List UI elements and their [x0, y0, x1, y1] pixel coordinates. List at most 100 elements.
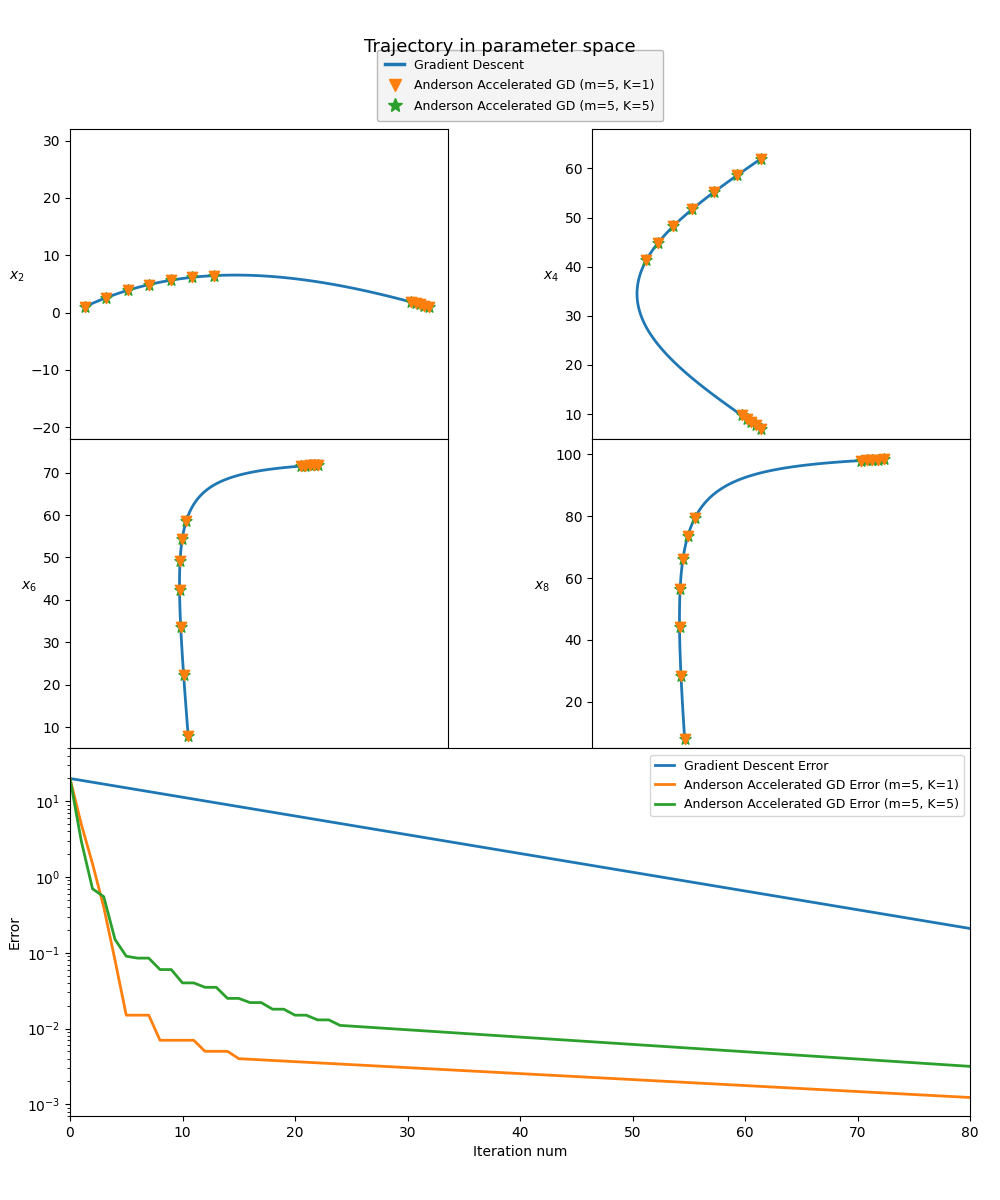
Point: [864, 450, 880, 469]
Point: [876, 450, 892, 469]
Gradient Descent Error: [64, 772, 76, 786]
Point: [176, 665, 192, 684]
Anderson Accelerated GD Error (m=5, K=1): [64, 772, 76, 786]
Gradient Descent Error: [795, 893, 807, 907]
Point: [677, 730, 693, 749]
Anderson Accelerated GD Error (m=5, K=1): [728, 1078, 740, 1092]
Point: [306, 456, 322, 475]
Point: [650, 234, 666, 253]
Point: [176, 665, 192, 684]
Anderson Accelerated GD Error (m=5, K=1): [795, 1081, 807, 1096]
Gradient Descent Error: [728, 882, 740, 896]
Anderson Accelerated GD Error (m=5, K=1): [874, 1086, 886, 1100]
Point: [302, 456, 318, 475]
Point: [172, 581, 188, 600]
Point: [178, 512, 194, 532]
Point: [120, 281, 136, 300]
Point: [687, 508, 703, 527]
Point: [421, 298, 437, 317]
Point: [408, 294, 424, 313]
Point: [876, 450, 892, 469]
Point: [412, 295, 428, 314]
Point: [172, 552, 188, 571]
Point: [672, 617, 688, 636]
Point: [675, 550, 691, 569]
Point: [403, 293, 419, 312]
Point: [297, 456, 313, 475]
Point: [864, 450, 880, 469]
X-axis label: $x_5$: $x_5$: [251, 778, 267, 792]
Point: [206, 266, 222, 286]
Point: [853, 451, 869, 470]
Point: [753, 419, 769, 438]
Point: [178, 512, 194, 532]
Point: [174, 529, 190, 548]
Point: [729, 166, 745, 185]
Point: [141, 275, 157, 294]
Legend: Gradient Descent, Anderson Accelerated GD (m=5, K=1), Anderson Accelerated GD (m: Gradient Descent, Anderson Accelerated G…: [377, 49, 663, 121]
Point: [673, 666, 689, 685]
X-axis label: $x_3$: $x_3$: [773, 468, 789, 482]
Point: [677, 730, 693, 749]
Point: [408, 294, 424, 313]
Point: [184, 268, 200, 287]
Point: [675, 550, 691, 569]
Point: [180, 726, 196, 745]
Point: [706, 182, 722, 202]
Point: [673, 666, 689, 685]
Point: [403, 293, 419, 312]
Point: [172, 552, 188, 571]
Text: Trajectory in parameter space: Trajectory in parameter space: [364, 38, 636, 56]
Point: [753, 149, 769, 168]
Anderson Accelerated GD Error (m=5, K=5): [559, 1033, 571, 1048]
Point: [706, 182, 722, 202]
Point: [743, 413, 759, 432]
Point: [293, 456, 309, 475]
Point: [739, 409, 755, 428]
Point: [859, 451, 875, 470]
Point: [98, 288, 114, 307]
Point: [753, 149, 769, 168]
Point: [173, 618, 189, 637]
Anderson Accelerated GD Error (m=5, K=5): [626, 1037, 639, 1051]
Point: [310, 455, 326, 474]
Point: [870, 450, 886, 469]
Anderson Accelerated GD Error (m=5, K=1): [964, 1091, 976, 1105]
Point: [293, 456, 309, 475]
Gradient Descent Error: [964, 922, 976, 936]
Point: [310, 455, 326, 474]
Gradient Descent Error: [626, 865, 639, 880]
Point: [748, 416, 764, 436]
Legend: Gradient Descent Error, Anderson Accelerated GD Error (m=5, K=1), Anderson Accel: Gradient Descent Error, Anderson Acceler…: [650, 755, 964, 816]
Point: [120, 281, 136, 300]
Point: [163, 271, 179, 290]
Point: [416, 296, 432, 316]
Point: [748, 416, 764, 436]
Gradient Descent Error: [874, 906, 886, 920]
Point: [77, 298, 93, 317]
Point: [753, 419, 769, 438]
Point: [870, 450, 886, 469]
Point: [638, 251, 654, 270]
Anderson Accelerated GD Error (m=5, K=1): [559, 1069, 571, 1084]
Point: [421, 298, 437, 317]
Line: Anderson Accelerated GD Error (m=5, K=1): Anderson Accelerated GD Error (m=5, K=1): [70, 779, 970, 1098]
Point: [684, 199, 700, 218]
X-axis label: $x_1$: $x_1$: [251, 468, 267, 482]
Point: [684, 199, 700, 218]
Y-axis label: $x_8$: $x_8$: [534, 580, 550, 594]
Point: [665, 216, 681, 235]
Point: [416, 296, 432, 316]
Y-axis label: $x_6$: $x_6$: [21, 580, 37, 594]
Point: [734, 406, 750, 425]
Anderson Accelerated GD Error (m=5, K=5): [795, 1048, 807, 1062]
Point: [665, 216, 681, 235]
Point: [98, 288, 114, 307]
Point: [859, 451, 875, 470]
Point: [163, 271, 179, 290]
Point: [743, 413, 759, 432]
Gradient Descent Error: [840, 901, 852, 916]
Anderson Accelerated GD Error (m=5, K=1): [840, 1084, 852, 1098]
Point: [306, 456, 322, 475]
Point: [672, 580, 688, 599]
